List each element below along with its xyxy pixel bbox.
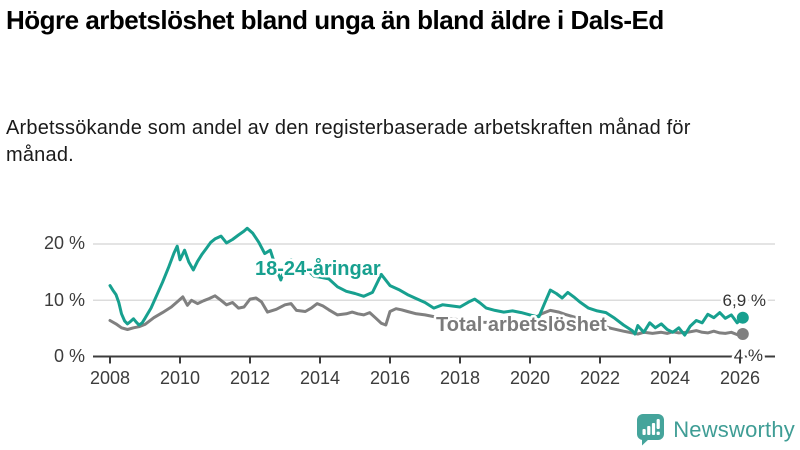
end-value-label-youth: 6,9 % bbox=[723, 291, 766, 310]
x-tick-label: 2026 bbox=[720, 368, 760, 388]
newsworthy-logo[interactable]: Newsworthy bbox=[635, 413, 795, 446]
gridlines bbox=[93, 243, 775, 301]
x-tick-label: 2016 bbox=[370, 368, 410, 388]
page-subtitle: Arbetssökande som andel av den registerb… bbox=[6, 117, 691, 166]
x-tick-label: 2012 bbox=[230, 368, 270, 388]
x-tick-label: 2020 bbox=[510, 368, 550, 388]
y-tick-label-10: 10 % bbox=[44, 290, 85, 310]
data-series-lines bbox=[108, 226, 749, 340]
y-tick-label-0: 0 % bbox=[54, 346, 85, 366]
series-label-youth: 18-24-åringar bbox=[255, 257, 381, 280]
x-tick-label: 2014 bbox=[300, 368, 340, 388]
x-tick-label: 2024 bbox=[650, 368, 690, 388]
series-end-dot-total bbox=[736, 328, 749, 340]
y-axis-labels: 0 % 10 % 20 % bbox=[44, 233, 85, 366]
x-tick-label: 2018 bbox=[440, 368, 480, 388]
x-axis-ticks bbox=[109, 356, 741, 364]
x-tick-label: 2008 bbox=[90, 368, 130, 388]
unemployment-line-chart: 0 % 10 % 20 % 2008 2010 2012 2014 2016 2… bbox=[44, 226, 775, 388]
page-title: Högre arbetslöshet bland unga än bland ä… bbox=[6, 5, 664, 35]
x-tick-label: 2022 bbox=[580, 368, 620, 388]
newsworthy-logo-icon bbox=[637, 414, 665, 446]
end-value-label-total: 4 % bbox=[734, 346, 763, 365]
series-line-total bbox=[108, 294, 745, 337]
newsworthy-logo-text: Newsworthy bbox=[673, 416, 795, 442]
series-end-dot-youth bbox=[736, 311, 749, 324]
series-line-youth bbox=[108, 226, 745, 337]
x-tick-label: 2010 bbox=[160, 368, 200, 388]
y-tick-label-20: 20 % bbox=[44, 233, 85, 253]
x-axis-labels: 2008 2010 2012 2014 2016 2018 2020 2022 … bbox=[90, 368, 760, 388]
series-label-total: Total arbetslöshet bbox=[436, 314, 607, 336]
